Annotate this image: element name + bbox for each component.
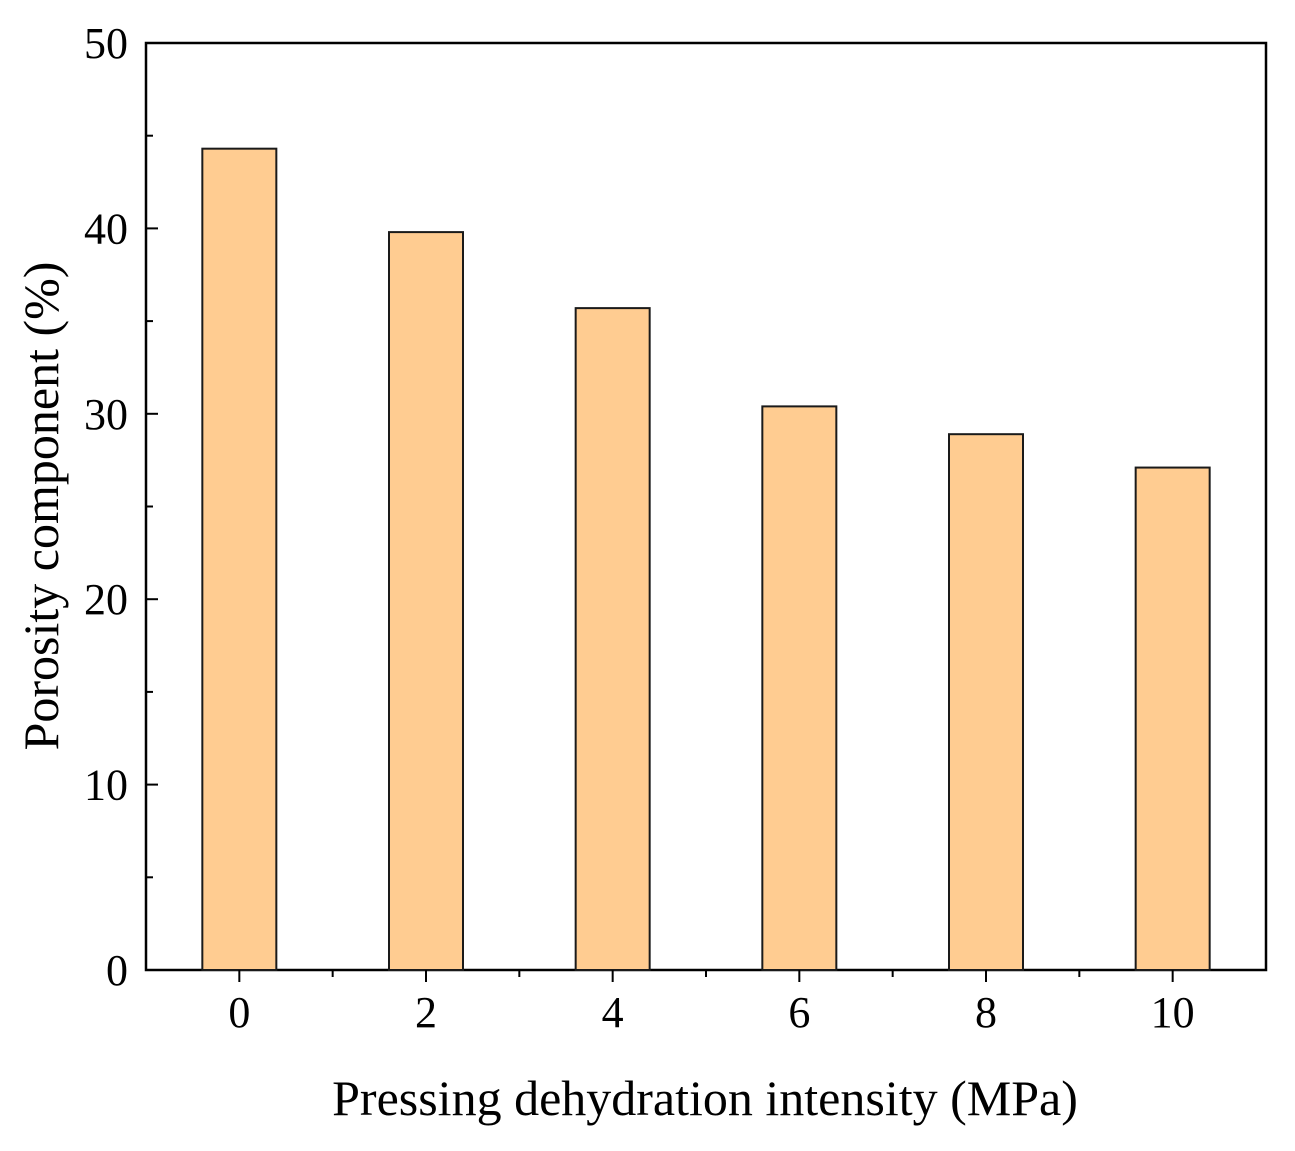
x-axis-ticks: 0 2 4 6 8 10	[228, 970, 1195, 1037]
bar-6	[761, 405, 838, 972]
y-tick-label: 10	[84, 761, 128, 810]
y-tick-label: 50	[84, 19, 128, 68]
bar-2	[388, 231, 464, 972]
y-tick-label: 20	[84, 575, 128, 624]
x-axis-title: Pressing dehydration intensity (MPa)	[332, 1070, 1078, 1126]
y-axis-ticks: 0 10 20 30 40 50	[84, 19, 158, 995]
bar-8	[948, 433, 1024, 972]
y-tick-label: 30	[84, 390, 128, 439]
x-tick-label: 2	[415, 988, 437, 1037]
y-tick-label: 0	[106, 946, 128, 995]
bar-series	[201, 147, 1211, 972]
bar-0	[201, 147, 278, 972]
x-tick-label: 6	[788, 988, 810, 1037]
x-tick-label: 4	[602, 988, 624, 1037]
x-tick-label: 10	[1151, 988, 1195, 1037]
y-axis-title: Porosity component (%)	[13, 262, 69, 751]
y-tick-label: 40	[84, 204, 128, 253]
bar-10	[1134, 466, 1211, 971]
plot-frame	[144, 41, 1268, 972]
x-tick-label: 0	[228, 988, 250, 1037]
bar-4	[574, 307, 651, 971]
x-tick-label: 8	[975, 988, 997, 1037]
